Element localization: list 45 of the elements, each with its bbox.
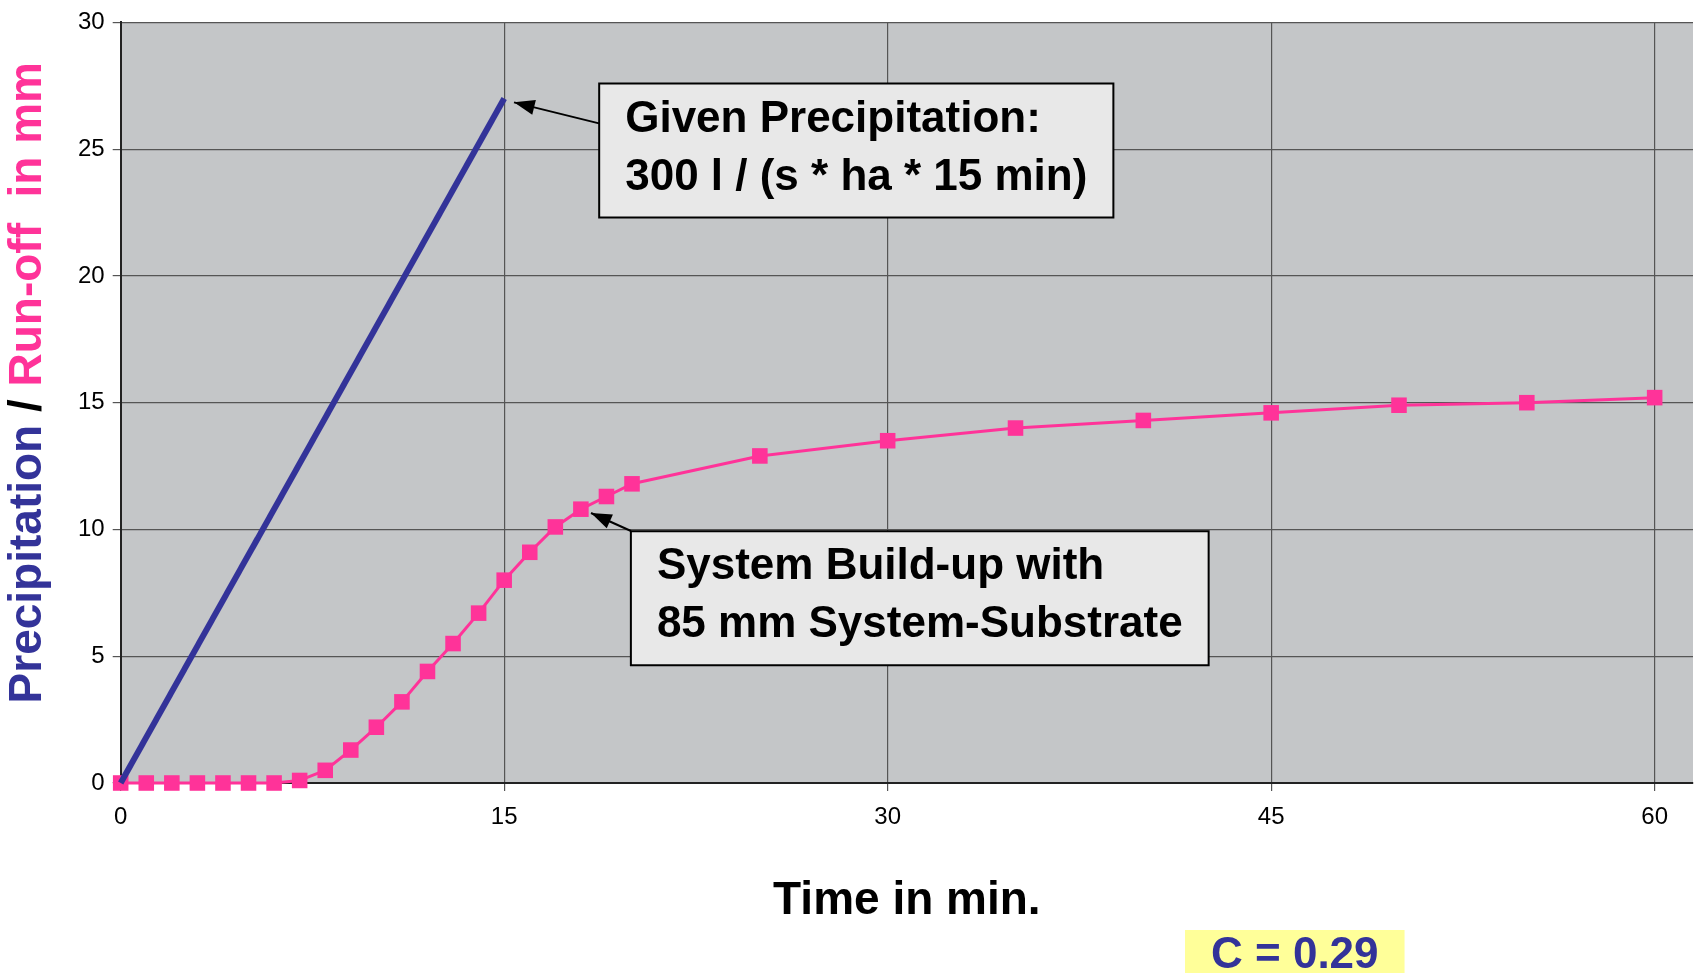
point <box>1391 397 1407 414</box>
point <box>1263 405 1279 421</box>
annotation: Given Precipitation: 300 l / (s * ha * 15 min) <box>625 91 1088 199</box>
point <box>1007 420 1024 436</box>
point <box>138 775 155 791</box>
point <box>1135 412 1152 429</box>
point <box>164 775 180 791</box>
x-tick-label: 60 <box>1641 802 1668 830</box>
y-tick-label: 15 <box>77 387 105 415</box>
text: C = 0.29 <box>1211 928 1379 973</box>
point <box>598 488 615 505</box>
point <box>547 519 564 535</box>
point <box>419 663 436 680</box>
y-tick-label: 0 <box>91 767 105 795</box>
point <box>496 572 512 588</box>
y-tick-label: 10 <box>77 514 105 542</box>
point <box>317 762 333 779</box>
point <box>1646 389 1663 406</box>
x-tick-label: 15 <box>490 802 518 830</box>
point <box>573 501 589 517</box>
point <box>394 694 410 710</box>
point <box>189 775 206 791</box>
point <box>470 605 487 621</box>
point <box>1519 394 1535 411</box>
point <box>240 775 257 791</box>
x-tick-label: 30 <box>874 802 902 830</box>
point <box>343 742 359 758</box>
point <box>215 775 231 791</box>
point <box>368 719 385 735</box>
y-axis-title: Precipitation / Run-off in mm <box>0 61 51 704</box>
point <box>521 544 538 561</box>
annotation: System Build-up with 85 mm System-Substrate <box>656 539 1183 647</box>
y-tick-label: 25 <box>77 133 105 161</box>
y-tick-label: 30 <box>77 7 105 35</box>
point <box>879 432 896 449</box>
point <box>266 775 282 791</box>
point <box>291 772 308 789</box>
y-tick-label: 20 <box>77 260 105 288</box>
point <box>445 635 461 652</box>
x-tick-label: 45 <box>1257 802 1285 830</box>
point <box>752 448 768 464</box>
point <box>624 476 640 492</box>
x-axis-title: Time in min. <box>773 872 1041 925</box>
y-tick-label: 5 <box>91 640 105 668</box>
x-tick-label: 0 <box>114 802 128 830</box>
